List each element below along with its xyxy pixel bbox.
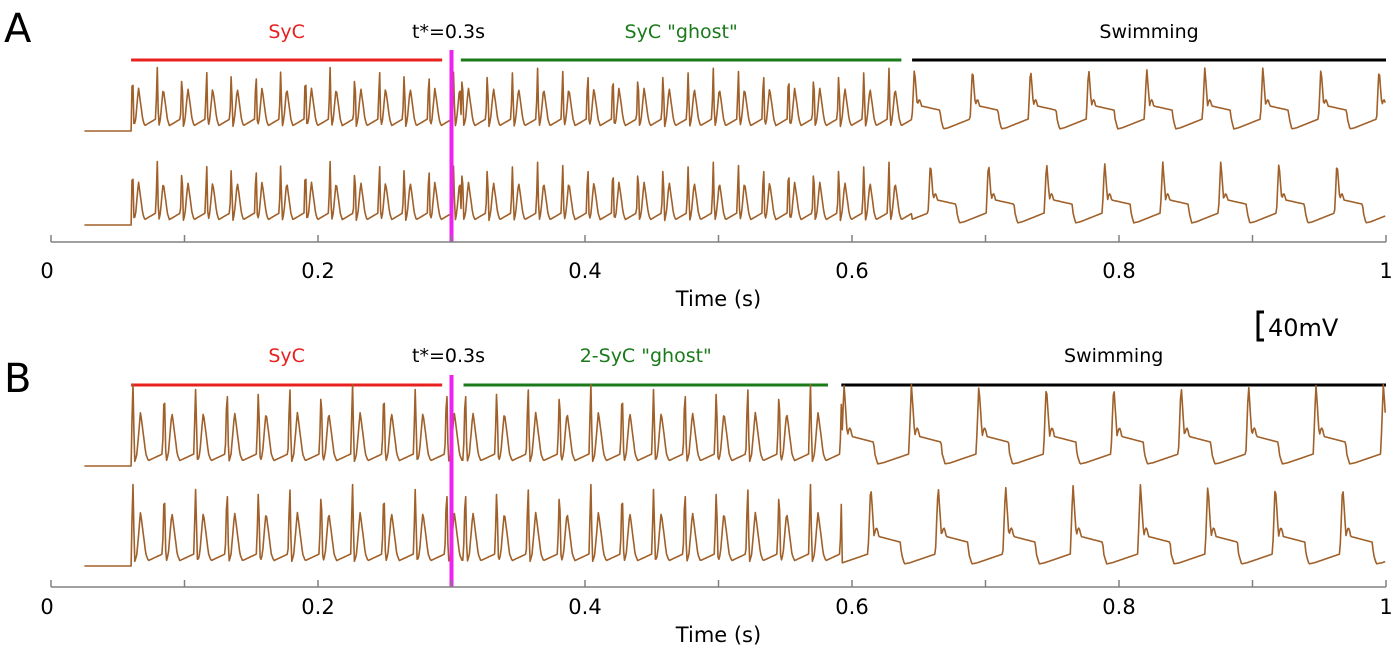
phase-label-syc-a: SyC bbox=[268, 21, 305, 43]
panel-letter-a: A bbox=[4, 6, 32, 52]
x-tick-label-b-5: 1 bbox=[1379, 595, 1392, 619]
x-tick-label-a-5: 1 bbox=[1379, 259, 1392, 283]
scale-bar: 40mV bbox=[1256, 310, 1339, 342]
tstar-label-a: t*=0.3s bbox=[412, 21, 485, 43]
phase-label-syc-b: SyC bbox=[268, 345, 305, 367]
x-tick-label-b-2: 0.4 bbox=[568, 595, 601, 619]
phase-label-swimming-b: Swimming bbox=[1064, 345, 1163, 367]
x-ticks-a bbox=[50, 235, 1387, 242]
scale-bar-bracket bbox=[1256, 310, 1264, 342]
x-tick-label-a-2: 0.4 bbox=[568, 259, 601, 283]
voltage-trace-a-bottom bbox=[84, 160, 1386, 226]
phase-bars-a: SyC SyC "ghost" Swimming bbox=[131, 21, 1386, 62]
x-axis-label-b: Time (s) bbox=[675, 623, 761, 647]
voltage-trace-b-bottom bbox=[84, 483, 1386, 567]
phase-label-swimming-a: Swimming bbox=[1099, 21, 1198, 43]
x-tick-label-b-1: 0.2 bbox=[301, 595, 334, 619]
x-ticks-b bbox=[50, 580, 1387, 587]
phase-label-ghost-a: SyC "ghost" bbox=[625, 21, 738, 43]
x-tick-label-b-0: 0 bbox=[40, 595, 53, 619]
scale-bar-label: 40mV bbox=[1268, 314, 1339, 342]
x-tick-label-b-4: 0.8 bbox=[1102, 595, 1135, 619]
x-axis-label-a: Time (s) bbox=[675, 287, 761, 311]
panel-b: B SyC 2-SyC "ghost" Swimming t*=0.3s 0 0… bbox=[4, 345, 1393, 647]
x-tick-label-a-0: 0 bbox=[40, 259, 53, 283]
x-tick-label-b-3: 0.6 bbox=[835, 595, 868, 619]
x-tick-label-a-1: 0.2 bbox=[301, 259, 334, 283]
panel-letter-b: B bbox=[4, 356, 31, 402]
x-tick-label-a-4: 0.8 bbox=[1102, 259, 1135, 283]
voltage-trace-a-top bbox=[84, 66, 1386, 132]
voltage-trace-b-top bbox=[84, 383, 1386, 467]
x-tick-label-a-3: 0.6 bbox=[835, 259, 868, 283]
phase-label-ghost-b: 2-SyC "ghost" bbox=[580, 345, 712, 367]
panel-a: A SyC SyC "ghost" Swimming t*=0.3s 0 0.2… bbox=[4, 6, 1393, 311]
phase-bars-b: SyC 2-SyC "ghost" Swimming bbox=[131, 345, 1386, 387]
tstar-label-b: t*=0.3s bbox=[412, 345, 485, 367]
